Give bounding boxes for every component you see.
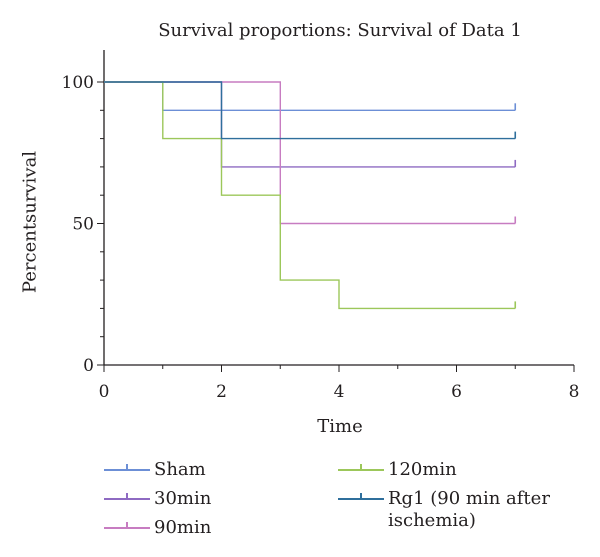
y-axis-label: Percentsurvival bbox=[19, 150, 41, 294]
series-line-1 bbox=[104, 81, 516, 168]
x-tick-label: 2 bbox=[216, 382, 227, 402]
x-tick-label: 8 bbox=[569, 382, 580, 402]
x-tick-label: 0 bbox=[99, 382, 110, 402]
series-line-2 bbox=[104, 81, 516, 225]
y-tick-label: 50 bbox=[72, 215, 94, 235]
series-line-0 bbox=[104, 81, 516, 111]
y-tick-label: 100 bbox=[62, 73, 94, 93]
series-line-4 bbox=[104, 81, 516, 140]
x-axis-label: Time bbox=[317, 416, 363, 437]
chart-title: Survival proportions: Survival of Data 1 bbox=[158, 20, 522, 41]
y-tick-label: 0 bbox=[83, 356, 94, 376]
x-tick-label: 6 bbox=[451, 382, 462, 402]
x-tick-label: 4 bbox=[334, 382, 345, 402]
series-line-3 bbox=[104, 81, 516, 310]
